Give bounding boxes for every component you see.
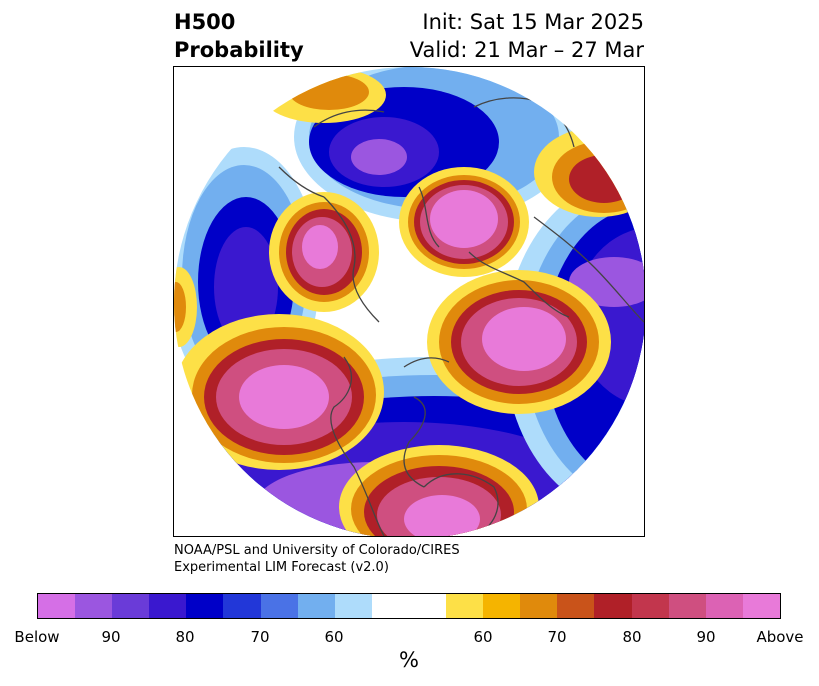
- tick-label: 90: [101, 628, 121, 646]
- tick-label: 70: [547, 628, 567, 646]
- tick-label: 90: [696, 628, 716, 646]
- tick-label: 60: [473, 628, 493, 646]
- colorbar-swatch: [75, 594, 113, 618]
- tick-label: 70: [250, 628, 270, 646]
- colorbar-swatch: [557, 594, 595, 618]
- probability-map: [174, 67, 644, 536]
- colorbar-swatch: [297, 594, 335, 618]
- colorbar-swatch: [371, 594, 409, 618]
- colorbar-swatch: [483, 594, 521, 618]
- above-anomaly-south: [339, 445, 539, 536]
- credit-line-2: Experimental LIM Forecast (v2.0): [174, 560, 389, 575]
- above-anomaly-east: [427, 270, 611, 414]
- colorbar-swatch: [594, 594, 632, 618]
- init-date: Init: Sat 15 Mar 2025: [422, 10, 644, 34]
- date-info: Init: Sat 15 Mar 2025 Valid: 21 Mar – 27…: [410, 8, 644, 64]
- colorbar-swatch: [38, 594, 76, 618]
- credit-text: NOAA/PSL and University of Colorado/CIRE…: [174, 542, 460, 576]
- colorbar-swatch: [186, 594, 224, 618]
- map-panel: [173, 66, 645, 537]
- map-title: H500 Probability: [174, 8, 304, 64]
- colorbar-swatch: [408, 594, 447, 618]
- above-anomaly-west: [174, 314, 384, 470]
- map-disk: [174, 67, 644, 536]
- tick-label: Above: [756, 628, 804, 646]
- tick-label: 60: [324, 628, 344, 646]
- colorbar-swatch: [149, 594, 187, 618]
- colorbar: [37, 593, 781, 619]
- colorbar-swatch: [260, 594, 298, 618]
- above-anomaly-northwest: [269, 192, 379, 312]
- colorbar-swatch: [334, 594, 372, 618]
- colorbar-swatch: [705, 594, 743, 618]
- credit-line-1: NOAA/PSL and University of Colorado/CIRE…: [174, 543, 460, 558]
- tick-label: Below: [14, 628, 60, 646]
- above-anomaly-top: [262, 67, 386, 123]
- colorbar-swatch: [112, 594, 150, 618]
- below-anomaly-east: [504, 177, 644, 517]
- title-quantity: Probability: [174, 38, 304, 62]
- tick-label: 80: [622, 628, 642, 646]
- colorbar-swatch: [223, 594, 261, 618]
- coastlines: [278, 97, 644, 536]
- tick-label: 80: [175, 628, 195, 646]
- above-anomaly-north: [399, 167, 529, 277]
- valid-range: Valid: 21 Mar – 27 Mar: [409, 38, 644, 62]
- colorbar-swatch: [668, 594, 706, 618]
- colorbar-swatch: [446, 594, 484, 618]
- title-variable: H500: [174, 10, 236, 34]
- colorbar-swatch: [631, 594, 669, 618]
- above-anomaly-edge: [174, 267, 197, 347]
- colorbar-swatch: [520, 594, 558, 618]
- unit-label: %: [399, 648, 419, 672]
- colorbar-swatch: [742, 594, 780, 618]
